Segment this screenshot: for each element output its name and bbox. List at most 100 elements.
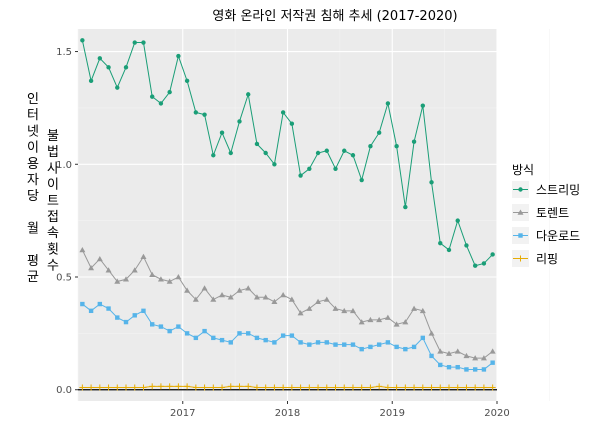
data-point: [175, 274, 182, 280]
data-point: [359, 346, 364, 352]
data-point: [158, 324, 164, 329]
data-point: [175, 383, 182, 390]
legend-label: 토렌트: [536, 206, 569, 220]
data-point: [97, 301, 103, 307]
data-point: [376, 342, 382, 347]
y-axis-label-char: 이: [27, 141, 39, 156]
data-point: [96, 255, 103, 262]
data-point: [262, 294, 269, 300]
y-axis-label-char: 자: [27, 173, 39, 188]
data-point: [480, 355, 487, 361]
data-point: [254, 335, 260, 341]
y-axis-label-char: 횟: [47, 242, 59, 257]
data-point: [245, 285, 252, 291]
data-point: [236, 383, 243, 390]
data-point: [210, 296, 217, 302]
data-point: [219, 337, 225, 343]
y-axis-label-char: 인: [27, 92, 39, 107]
legend-label: 스트리밍: [536, 183, 580, 197]
data-point: [403, 204, 408, 210]
data-point: [472, 384, 479, 391]
data-point: [192, 384, 199, 391]
data-point: [323, 384, 330, 391]
data-point: [454, 384, 461, 391]
y-axis-label-char: 균: [27, 270, 39, 285]
data-point: [419, 307, 426, 314]
data-point: [280, 333, 286, 338]
data-point: [149, 271, 156, 277]
y-axis-label-char: 법: [47, 145, 59, 160]
legend-marker: [517, 209, 524, 215]
data-point: [384, 384, 391, 391]
data-point: [140, 253, 147, 259]
data-point: [246, 92, 251, 97]
data-point: [429, 353, 434, 359]
data-point: [324, 148, 329, 153]
data-point: [176, 324, 181, 329]
data-point: [472, 263, 478, 268]
data-point: [219, 130, 225, 135]
data-point: [455, 364, 460, 370]
data-point: [298, 340, 303, 345]
data-point: [315, 298, 322, 305]
y-tick-label: 1.5: [56, 47, 72, 58]
data-point: [324, 340, 329, 345]
data-point: [88, 264, 95, 271]
data-point: [463, 384, 470, 391]
data-point: [79, 384, 86, 391]
series-line: [82, 303, 493, 370]
data-point: [368, 344, 373, 350]
data-point: [236, 287, 243, 293]
data-point: [464, 243, 469, 248]
data-point: [384, 314, 391, 320]
data-point: [307, 342, 312, 347]
data-point: [253, 384, 260, 391]
data-point: [437, 384, 444, 391]
data-point: [106, 65, 111, 70]
data-point: [464, 367, 469, 372]
data-point: [446, 364, 452, 370]
data-point: [202, 112, 207, 117]
data-point: [166, 278, 173, 284]
data-point: [237, 331, 242, 336]
data-point: [132, 313, 137, 318]
data-point: [420, 335, 426, 341]
data-point: [192, 296, 199, 302]
data-point: [227, 383, 234, 390]
data-point: [131, 384, 138, 391]
data-point: [489, 384, 496, 391]
data-point: [306, 384, 313, 391]
data-point: [358, 384, 365, 391]
x-tick-label: 2018: [275, 408, 300, 419]
data-point: [201, 384, 208, 391]
data-point: [394, 344, 399, 350]
data-point: [332, 384, 339, 391]
data-point: [402, 319, 409, 325]
data-point: [149, 383, 156, 390]
data-point: [298, 173, 303, 178]
data-point: [411, 344, 417, 350]
data-point: [166, 383, 173, 390]
y-axis-label-char: 월: [27, 222, 39, 237]
data-point: [263, 337, 268, 343]
data-point: [393, 321, 400, 327]
data-point: [445, 350, 452, 356]
data-point: [341, 307, 348, 314]
data-point: [419, 384, 426, 391]
data-point: [202, 328, 207, 334]
data-point: [253, 294, 260, 300]
y-axis-label-char: 수: [47, 259, 59, 274]
data-point: [333, 342, 338, 347]
data-point: [428, 330, 435, 336]
data-point: [359, 177, 364, 183]
data-point: [385, 101, 391, 106]
data-point: [79, 246, 86, 253]
x-axis-ticks: 2017 2018 2019 2020: [170, 401, 510, 419]
y-tick-label: 0.0: [56, 385, 72, 396]
data-point: [211, 153, 216, 158]
data-point: [411, 305, 418, 311]
y-axis-label-char: 넷: [27, 124, 39, 139]
data-point: [490, 360, 495, 365]
data-point: [315, 150, 321, 156]
